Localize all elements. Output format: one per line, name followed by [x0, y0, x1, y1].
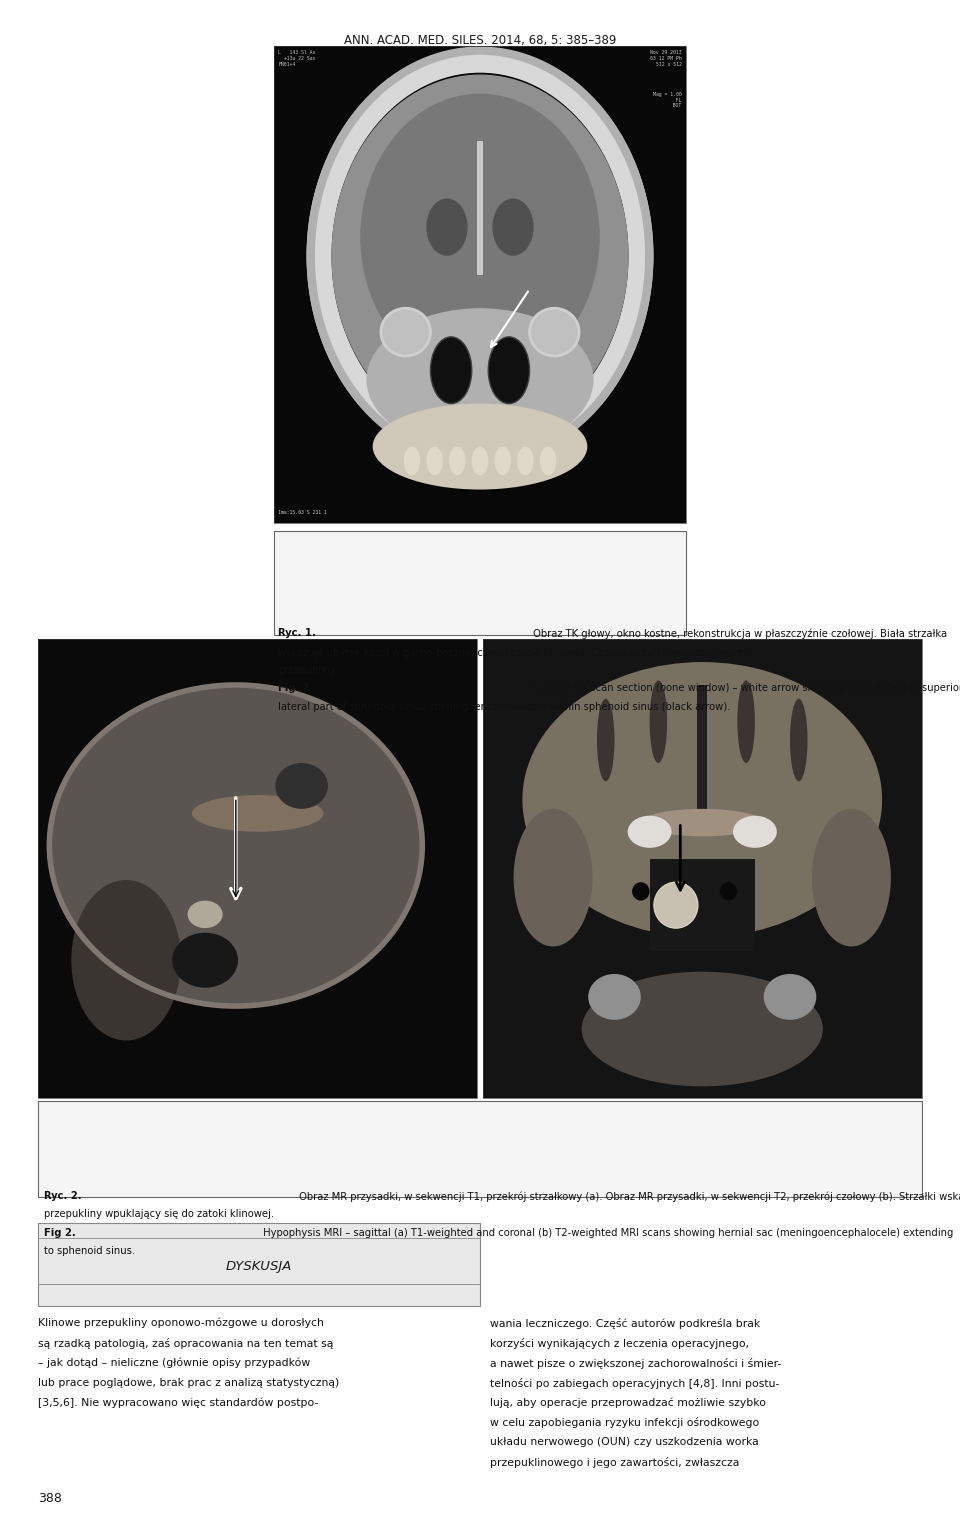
- Text: wania leczniczego. Część autorów podkreśla brak: wania leczniczego. Część autorów podkreś…: [490, 1318, 760, 1329]
- Ellipse shape: [71, 879, 181, 1040]
- Ellipse shape: [494, 446, 511, 476]
- Ellipse shape: [492, 199, 534, 255]
- Ellipse shape: [172, 933, 238, 988]
- Text: Fig 2.: Fig 2.: [44, 1228, 76, 1238]
- Ellipse shape: [582, 972, 823, 1086]
- Text: Nov 29 2013
03 12 PM Ph
512 x 512: Nov 29 2013 03 12 PM Ph 512 x 512: [650, 50, 682, 67]
- Bar: [38, 639, 477, 1098]
- Text: Ryc. 2.: Ryc. 2.: [44, 1191, 82, 1202]
- Bar: [38, 639, 477, 1098]
- Ellipse shape: [517, 446, 534, 476]
- Text: DYSKUSJA: DYSKUSJA: [226, 1260, 293, 1272]
- Bar: [650, 859, 755, 951]
- Ellipse shape: [720, 882, 737, 901]
- Bar: [38, 1223, 480, 1306]
- Bar: [274, 531, 686, 635]
- Ellipse shape: [276, 763, 328, 809]
- Text: Obraz TK głowy, okno kostne, rekonstrukcja w płaszczyźnie czołowej. Biała strzał: Obraz TK głowy, okno kostne, rekonstrukc…: [530, 628, 948, 639]
- Bar: [697, 685, 707, 823]
- Ellipse shape: [654, 882, 698, 928]
- Ellipse shape: [628, 815, 672, 847]
- Ellipse shape: [763, 974, 816, 1020]
- Text: to sphenoid sinus.: to sphenoid sinus.: [44, 1246, 135, 1257]
- Text: [3,5,6]. Nie wypracowano więc standardów postpo-: [3,5,6]. Nie wypracowano więc standardów…: [38, 1398, 319, 1408]
- Ellipse shape: [331, 75, 629, 437]
- Text: Ima:15.63 S 231 1: Ima:15.63 S 231 1: [278, 511, 327, 515]
- Text: przepukliny.: przepukliny.: [278, 665, 338, 676]
- Ellipse shape: [192, 795, 324, 832]
- Bar: [477, 141, 483, 275]
- Ellipse shape: [187, 901, 223, 928]
- Text: Obraz MR przysadki, w sekwencji T1, przekrój strzałkowy (a). Obraz MR przysadki,: Obraz MR przysadki, w sekwencji T1, prze…: [296, 1191, 960, 1202]
- Ellipse shape: [514, 809, 592, 946]
- Bar: [274, 46, 686, 523]
- Text: korzyści wynikających z leczenia operacyjnego,: korzyści wynikających z leczenia operacy…: [490, 1338, 749, 1349]
- Ellipse shape: [426, 446, 443, 476]
- Ellipse shape: [372, 404, 588, 489]
- Text: a nawet pisze o zwiększonej zachorowalności i śmier-: a nawet pisze o zwiększonej zachorowalno…: [490, 1358, 780, 1368]
- Ellipse shape: [540, 446, 557, 476]
- Text: lub prace poglądowe, brak prac z analizą statystyczną): lub prace poglądowe, brak prac z analizą…: [38, 1378, 340, 1388]
- Ellipse shape: [360, 93, 600, 379]
- Ellipse shape: [812, 809, 891, 946]
- Ellipse shape: [530, 309, 579, 356]
- Text: lują, aby operacje przeprowadzać możliwie szybko: lują, aby operacje przeprowadzać możliwi…: [490, 1398, 766, 1408]
- Text: telności po zabiegach operacyjnych [4,8]. Inni postu-: telności po zabiegach operacyjnych [4,8]…: [490, 1378, 779, 1388]
- Ellipse shape: [732, 815, 777, 847]
- Text: Coronal CT scan section (bone window) – white arrow showing bone defect in super: Coronal CT scan section (bone window) – …: [530, 683, 960, 694]
- Text: przepuklinowego i jego zawartości, zwłaszcza: przepuklinowego i jego zawartości, zwłas…: [490, 1457, 739, 1468]
- Text: układu nerwowego (OUN) czy uszkodzenia worka: układu nerwowego (OUN) czy uszkodzenia w…: [490, 1437, 758, 1448]
- Ellipse shape: [367, 309, 593, 451]
- Text: Hypophysis MRI – sagittal (a) T1-weighted and coronal (b) T2-weighted MRI scans : Hypophysis MRI – sagittal (a) T1-weighte…: [260, 1228, 953, 1238]
- Bar: [274, 46, 686, 523]
- Text: Klinowe przepukliny oponowo-mózgowe u dorosłych: Klinowe przepukliny oponowo-mózgowe u do…: [38, 1318, 324, 1329]
- Bar: [38, 1101, 922, 1197]
- Ellipse shape: [471, 446, 489, 476]
- Ellipse shape: [381, 309, 430, 356]
- Ellipse shape: [650, 680, 667, 763]
- Ellipse shape: [632, 882, 650, 901]
- Ellipse shape: [449, 446, 466, 476]
- Ellipse shape: [522, 662, 882, 937]
- Text: lateral part of sphenoid sinus; meningoencephalocele within sphenoid sinus (blac: lateral part of sphenoid sinus; meningoe…: [278, 702, 731, 713]
- Ellipse shape: [49, 685, 422, 1006]
- Text: ANN. ACAD. MED. SILES. 2014, 68, 5: 385–389: ANN. ACAD. MED. SILES. 2014, 68, 5: 385–…: [344, 34, 616, 47]
- Text: L   143 Sl Av
  +13u 22 Sax
FN01+4: L 143 Sl Av +13u 22 Sax FN01+4: [278, 50, 316, 67]
- Ellipse shape: [403, 446, 420, 476]
- Ellipse shape: [737, 680, 755, 763]
- Text: wskazuje ubytek kości w górno-bocznej części zatoki klinowej. Czarna strzałka ws: wskazuje ubytek kości w górno-bocznej cz…: [278, 647, 750, 657]
- Ellipse shape: [588, 974, 641, 1020]
- Ellipse shape: [790, 699, 807, 781]
- Text: 388: 388: [38, 1491, 62, 1505]
- Ellipse shape: [597, 699, 614, 781]
- Text: są rzadką patologią, zaś opracowania na ten temat są: są rzadką patologią, zaś opracowania na …: [38, 1338, 334, 1349]
- Text: – jak dotąd – nieliczne (głównie opisy przypadków: – jak dotąd – nieliczne (głównie opisy p…: [38, 1358, 311, 1368]
- Text: przepukliny wpuklający się do zatoki klinowej.: przepukliny wpuklający się do zatoki kli…: [44, 1209, 275, 1220]
- Text: Ryc. 1.: Ryc. 1.: [278, 628, 316, 639]
- Ellipse shape: [430, 336, 471, 404]
- Ellipse shape: [641, 809, 763, 836]
- Bar: [483, 639, 922, 1098]
- Text: w celu zapobiegania ryzyku infekcji ośrodkowego: w celu zapobiegania ryzyku infekcji ośro…: [490, 1417, 758, 1428]
- Text: Fig. 1.: Fig. 1.: [278, 683, 314, 694]
- Text: Mag = 1.00
   FL
   BOT: Mag = 1.00 FL BOT: [653, 92, 682, 109]
- Ellipse shape: [426, 199, 468, 255]
- Ellipse shape: [489, 336, 530, 404]
- Bar: [483, 639, 922, 1098]
